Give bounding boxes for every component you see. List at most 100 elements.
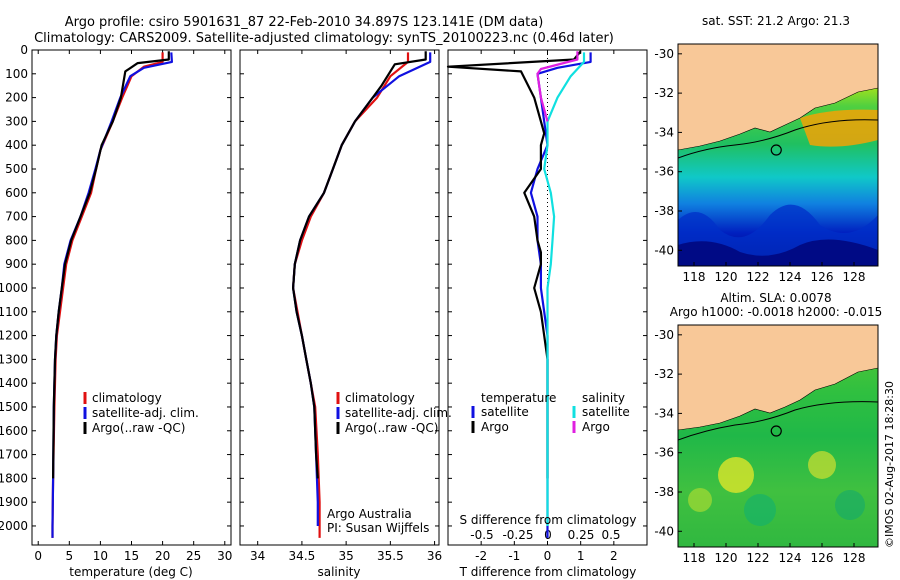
map-x-tick-label: 126 — [811, 551, 834, 565]
map-x-tick-label: 118 — [683, 551, 706, 565]
sst-map-frame — [677, 43, 879, 267]
legend-label-s-satellite: satellite — [582, 405, 630, 419]
map-x-tick-label: 120 — [715, 270, 738, 284]
legend-heading-salinity: salinity — [582, 391, 625, 405]
sla-high-2 — [808, 451, 836, 479]
map-x-tick-label: 122 — [747, 270, 770, 284]
sst-land — [678, 44, 878, 151]
map-y-tick-label: -34 — [654, 406, 674, 420]
x-tick-label: 0 — [544, 549, 552, 563]
y-tick-label: 1500 — [0, 400, 28, 414]
map-y-tick-label: -38 — [654, 485, 674, 499]
x-tick-label: 36 — [427, 549, 442, 563]
series-line — [529, 52, 592, 538]
x-tick-label: 20 — [155, 549, 170, 563]
x-tick-label: -1 — [508, 549, 520, 563]
map-y-tick-label: -38 — [654, 204, 674, 218]
y-tick-label: 100 — [5, 67, 28, 81]
sla-high-1 — [718, 457, 754, 493]
map-y-tick-label: -30 — [654, 47, 674, 61]
y-tick-label: 400 — [5, 138, 28, 152]
legend-heading-temperature: temperature — [481, 391, 556, 405]
s-tick-label: -0.25 — [502, 528, 533, 542]
salinity-legend: climatology satellite-adj. clim. Argo(..… — [336, 391, 452, 435]
y-tick-label: 600 — [5, 186, 28, 200]
y-tick-label: 1000 — [0, 281, 28, 295]
y-tick-label: 800 — [5, 233, 28, 247]
sst-deep-band — [678, 239, 878, 266]
salinity-layer: 34 34.5 35 35.5 36 — [240, 49, 442, 563]
timestamp: ©IMOS 02-Aug-2017 18:28:30 — [883, 381, 896, 548]
y-tick-label: 300 — [5, 114, 28, 128]
map-y-tick-label: -34 — [654, 125, 674, 139]
series-line — [51, 52, 164, 538]
x-tick-label: 35.5 — [377, 549, 404, 563]
sla-low-2 — [835, 490, 865, 520]
legend-label-climatology: climatology — [345, 391, 415, 405]
legend-label-s-argo: Argo — [582, 420, 610, 434]
y-tick-label: 200 — [5, 91, 28, 105]
map-x-tick-label: 118 — [683, 270, 706, 284]
s-tick-label: -0.5 — [470, 528, 493, 542]
x-tick-label: 2 — [610, 549, 618, 563]
sla-map-frame — [677, 324, 879, 548]
y-tick-label: 1800 — [0, 471, 28, 485]
x-tick-label: 5 — [65, 549, 73, 563]
legend-label-argo: Argo(..raw -QC) — [92, 421, 185, 435]
y-tick-label: 1600 — [0, 424, 28, 438]
legend-label-argo: Argo(..raw -QC) — [345, 421, 438, 435]
legend-label-t-satellite: satellite — [481, 405, 529, 419]
x-tick-label: 15 — [124, 549, 139, 563]
y-tick-label: 1700 — [0, 448, 28, 462]
map-x-tick-label: 128 — [843, 270, 866, 284]
sla-axes: 118 120 122 124 126 128 -30 -32 -34 -36 -38 -40 — [654, 328, 865, 565]
legend-label-t-argo: Argo — [481, 420, 509, 434]
sst-map-title: sat. SST: 21.2 Argo: 21.3 — [702, 14, 850, 28]
map-y-tick-label: -30 — [654, 328, 674, 342]
temperature-xlabel: temperature (deg C) — [69, 565, 192, 579]
x-tick-label: -2 — [475, 549, 487, 563]
map-y-tick-label: -32 — [654, 367, 674, 381]
map-y-tick-label: -40 — [654, 524, 674, 538]
series-line — [536, 51, 579, 122]
sla-map-title2: Argo h1000: -0.0018 h2000: -0.015 — [670, 305, 883, 319]
difference-legend: temperature satellite Argo salinity sate… — [471, 391, 630, 434]
x-tick-label: 34.5 — [289, 549, 316, 563]
sla-contour — [678, 401, 878, 441]
sla-argo-marker — [770, 425, 782, 437]
map-y-tick-label: -36 — [654, 446, 674, 460]
legend-label-satellite: satellite-adj. clim. — [92, 406, 199, 420]
difference-layer: -2 -1 0 1 2-0.5 -0.25 0 0.25 0.5 — [446, 49, 647, 563]
y-tick-label: 500 — [5, 162, 28, 176]
y-tick-label: 1400 — [0, 376, 28, 390]
y-tick-label: 2000 — [0, 519, 28, 533]
s-tick-label: 0.5 — [601, 528, 620, 542]
y-tick-label: 1300 — [0, 352, 28, 366]
map-y-tick-label: -36 — [654, 165, 674, 179]
x-tick-label: 1 — [577, 549, 585, 563]
sst-axes: 118 120 122 124 126 128 -30 -32 -34 -36 -38 -40 — [654, 47, 865, 284]
x-tick-label: 34 — [250, 549, 265, 563]
map-y-tick-label: -32 — [654, 86, 674, 100]
x-tick-label: 35 — [338, 549, 353, 563]
s-difference-label: S difference from climatology — [460, 513, 637, 527]
sla-land — [678, 325, 878, 431]
s-tick-label: 0.25 — [568, 528, 595, 542]
credit-pi: PI: Susan Wijffels — [327, 521, 429, 535]
map-x-tick-label: 128 — [843, 551, 866, 565]
temperature-layer: 0100200300400500600700800900100011001200… — [0, 43, 232, 563]
sla-low-1 — [744, 494, 776, 526]
series-line — [543, 52, 586, 526]
map-x-tick-label: 120 — [715, 551, 738, 565]
series-line — [52, 51, 170, 479]
y-tick-label: 1200 — [0, 329, 28, 343]
y-tick-label: 900 — [5, 257, 28, 271]
credit-org: Argo Australia — [327, 507, 412, 521]
map-x-tick-label: 122 — [747, 551, 770, 565]
y-tick-label: 0 — [20, 43, 28, 57]
sst-argo-marker — [770, 144, 782, 156]
series-line — [292, 52, 432, 526]
map-y-tick-label: -40 — [654, 243, 674, 257]
legend-label-satellite: satellite-adj. clim. — [345, 406, 452, 420]
